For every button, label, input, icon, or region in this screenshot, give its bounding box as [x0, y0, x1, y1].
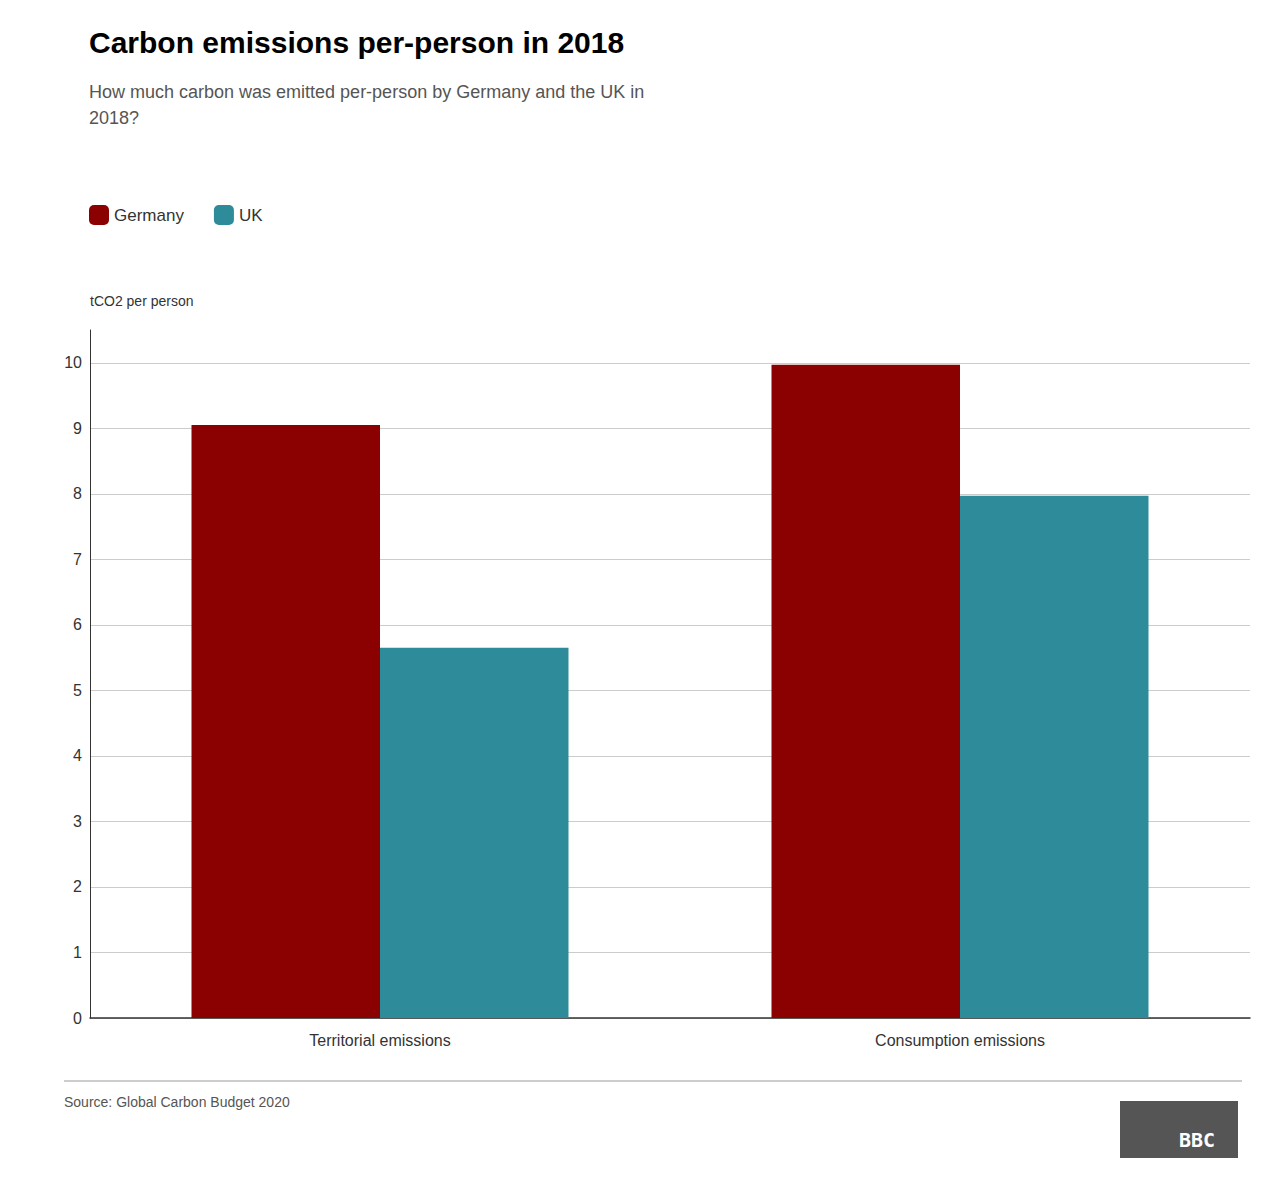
svg-text:2: 2 — [73, 878, 82, 895]
svg-text:Carbon emissions per-person in: Carbon emissions per-person in 2018 — [89, 26, 624, 59]
svg-text:0: 0 — [73, 1010, 82, 1027]
svg-text:tCO2 per person: tCO2 per person — [90, 293, 194, 309]
svg-text:2018?: 2018? — [89, 108, 139, 128]
svg-text:4: 4 — [73, 747, 82, 764]
svg-text:7: 7 — [73, 551, 82, 568]
svg-text:5: 5 — [73, 682, 82, 699]
svg-text:9: 9 — [73, 420, 82, 437]
svg-text:How much carbon was emitted pe: How much carbon was emitted per-person b… — [89, 82, 644, 102]
svg-text:3: 3 — [73, 813, 82, 830]
svg-text:Germany: Germany — [114, 206, 184, 225]
svg-text:6: 6 — [73, 616, 82, 633]
svg-text:Source: Global Carbon Budget 2: Source: Global Carbon Budget 2020 — [64, 1094, 290, 1110]
svg-text:Consumption emissions: Consumption emissions — [875, 1032, 1045, 1049]
svg-text:UK: UK — [239, 206, 263, 225]
svg-text:1: 1 — [73, 944, 82, 961]
svg-text:10: 10 — [64, 354, 82, 371]
svg-text:Territorial emissions: Territorial emissions — [309, 1032, 450, 1049]
svg-text:BBC: BBC — [1179, 1128, 1215, 1152]
svg-text:8: 8 — [73, 485, 82, 502]
